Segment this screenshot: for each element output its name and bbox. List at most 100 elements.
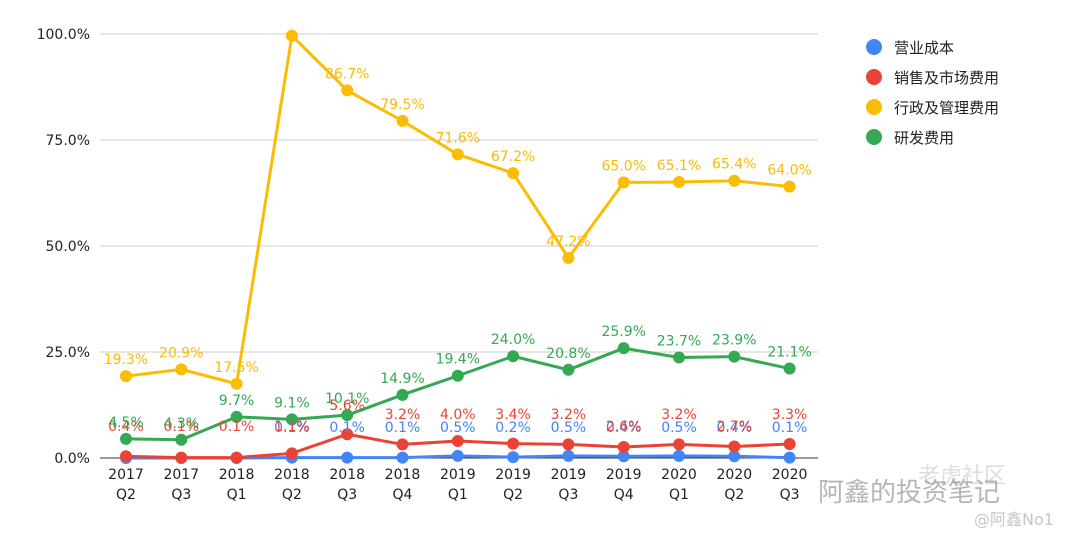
x-tick-year: 2019 [551, 467, 587, 483]
data-label: 0.4% [717, 420, 753, 436]
x-tick-quarter: Q2 [116, 487, 136, 503]
data-label: 3.3% [772, 407, 808, 423]
data-label: 19.3% [104, 352, 148, 368]
data-label: 9.7% [219, 393, 255, 409]
data-point [230, 451, 243, 464]
data-label: 10.1% [325, 391, 369, 407]
x-tick-year: 2020 [716, 467, 752, 483]
legend-label: 销售及市场费用 [894, 68, 1000, 87]
data-label: 0.1% [164, 419, 200, 435]
data-label: 20.8% [546, 346, 590, 362]
data-label: 0.1% [219, 419, 255, 435]
x-tick-year: 2018 [329, 467, 365, 483]
data-point [507, 437, 520, 450]
data-point [617, 450, 630, 463]
data-label: 4.5% [108, 415, 144, 431]
legend-item-sales-marketing[interactable]: 销售及市场费用 [866, 62, 999, 92]
data-point [451, 148, 464, 161]
data-point [783, 362, 796, 375]
data-point [451, 435, 464, 448]
x-tick-quarter: Q2 [503, 487, 523, 503]
x-tick-year: 2017 [163, 467, 199, 483]
watermark-handle: @阿鑫No1 [974, 510, 1054, 529]
data-label: 23.9% [712, 333, 756, 349]
data-point [617, 440, 630, 453]
y-tick-label: 25.0% [46, 345, 90, 361]
data-label: 2.6% [606, 419, 642, 435]
legend-item-rnd[interactable]: 研发费用 [866, 122, 999, 152]
y-tick-label: 50.0% [46, 239, 90, 255]
data-point [507, 167, 520, 180]
data-point [285, 29, 298, 42]
x-tick-year: 2018 [385, 467, 421, 483]
data-point [783, 438, 796, 451]
data-label: 0.1% [274, 420, 310, 436]
data-label: 23.7% [657, 334, 701, 350]
data-label: 4.0% [440, 407, 476, 423]
data-point [617, 342, 630, 355]
data-label: 0.1% [329, 420, 365, 436]
data-label: 0.4% [606, 420, 642, 436]
data-label: 79.5% [380, 97, 424, 113]
data-label: 20.9% [159, 345, 203, 361]
data-point [120, 450, 132, 463]
data-point [728, 350, 741, 363]
data-point [341, 84, 354, 97]
data-label: 0.1% [385, 420, 421, 436]
data-point [230, 410, 243, 423]
legend-label: 营业成本 [894, 38, 955, 57]
data-label: 65.4% [712, 157, 756, 173]
data-label: 24.0% [491, 332, 535, 348]
x-tick-quarter: Q4 [614, 487, 634, 503]
watermark-community: 老虎社区 [918, 464, 1007, 489]
legend-label: 行政及管理费用 [894, 98, 1000, 117]
data-point [396, 438, 409, 451]
data-label: 65.0% [601, 158, 645, 174]
x-tick-year: 2020 [772, 467, 808, 483]
data-point [175, 363, 188, 376]
x-tick-year: 2019 [606, 467, 642, 483]
data-label: 3.2% [551, 407, 587, 423]
x-tick-quarter: Q2 [724, 487, 744, 503]
data-label: 0.4% [108, 419, 144, 435]
legend-item-admin[interactable]: 行政及管理费用 [866, 92, 999, 122]
data-point [783, 180, 796, 193]
data-label: 86.7% [325, 66, 369, 82]
x-tick-year: 2018 [274, 467, 310, 483]
y-tick-label: 0.0% [54, 451, 90, 467]
data-label: 0.5% [551, 420, 587, 436]
legend-item-operating-cost[interactable]: 营业成本 [866, 32, 999, 62]
data-point [728, 440, 741, 453]
data-point [728, 174, 741, 187]
data-label: 3.4% [495, 407, 531, 423]
x-tick-quarter: Q1 [448, 487, 468, 503]
data-point [562, 438, 575, 451]
data-point [562, 449, 575, 462]
data-point [673, 438, 685, 451]
data-point [562, 363, 575, 376]
data-label: 0.1% [772, 420, 808, 436]
x-tick-quarter: Q2 [282, 487, 302, 503]
chart-legend: 营业成本 销售及市场费用 行政及管理费用 研发费用 [866, 32, 999, 152]
y-tick-label: 75.0% [46, 133, 90, 149]
data-label: 65.1% [657, 158, 701, 174]
data-point [507, 451, 520, 464]
data-label: 14.9% [380, 371, 424, 387]
data-label: 21.1% [767, 345, 811, 361]
x-tick-year: 2017 [108, 467, 144, 483]
data-label: 0.5% [440, 420, 476, 436]
data-label: 0.5% [661, 420, 697, 436]
series-line-2 [125, 34, 790, 386]
x-tick-quarter: Q3 [780, 487, 800, 503]
data-point [341, 409, 354, 422]
data-point [341, 451, 354, 464]
data-point [230, 377, 243, 390]
data-label: 3.2% [385, 407, 421, 423]
data-point [451, 369, 464, 382]
data-label: 19.4% [436, 352, 480, 368]
x-tick-quarter: Q4 [393, 487, 413, 503]
x-tick-quarter: Q1 [669, 487, 689, 503]
data-label: 0.2% [495, 420, 531, 436]
data-label: 25.9% [601, 324, 645, 340]
